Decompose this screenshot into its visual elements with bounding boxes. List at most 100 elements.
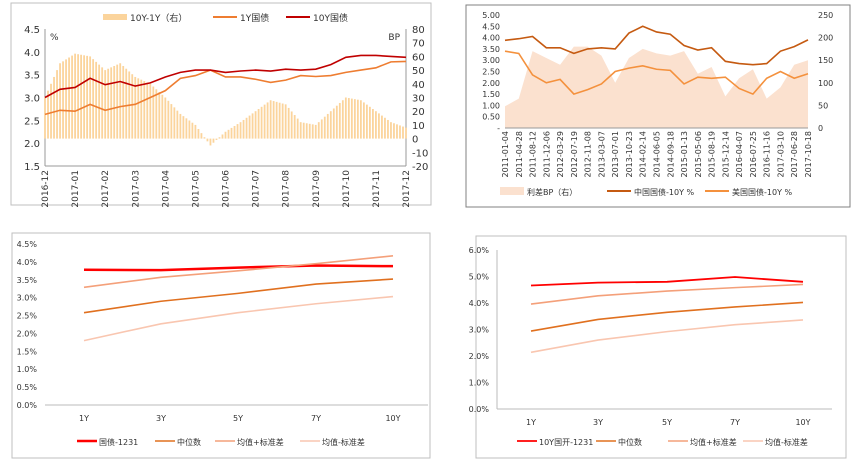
chart2-xtick: 2016-11-16 [763, 131, 772, 178]
chart1-spread-bar [188, 120, 191, 139]
chart1-spread-bar [206, 138, 209, 142]
chart4-xtick: 3Y [593, 418, 603, 427]
chart4-ytick: 5.0% [469, 273, 490, 282]
chart2-ytick-left: 1.00 [482, 101, 500, 110]
chart1-spread-bar [146, 82, 149, 139]
chart1-ytick-right: 70 [412, 39, 425, 50]
chart4-series-line [530, 276, 804, 287]
chart1-spread-bar [372, 109, 374, 139]
chart1-spread-bar [212, 138, 215, 143]
chart1-spread-bar [101, 67, 104, 139]
chart1-spread-bar [399, 125, 401, 139]
chart2-ytick-left: 0.50 [482, 113, 500, 122]
chart3-xtick: 7Y [311, 414, 321, 423]
chart1-spread-bar [161, 94, 164, 139]
chart2-xtick: 2011-01-04 [501, 131, 510, 178]
chart1-spread-bar [89, 56, 92, 139]
chart1-spread-bar [326, 113, 329, 139]
chart1-spread-bar [44, 97, 46, 139]
chart1-spread-bar [113, 65, 116, 139]
chart1-spread-bar [164, 97, 167, 139]
chart2-xtick: 2015-05-06 [694, 131, 703, 178]
chart1-ytick-right: 20 [412, 107, 425, 118]
chart1-ytick-left: 1.5 [24, 162, 40, 173]
chart1-xtick: 2017-09 [312, 170, 322, 208]
chart1-spread-bar [305, 123, 308, 139]
chart4-ytick: 6.0% [469, 246, 490, 255]
chart2-xtick: 2012-03-29 [556, 131, 565, 178]
chart2-xtick: 2017-10-18 [804, 131, 813, 178]
chart1-ytick-right: 40 [412, 80, 425, 91]
chart2-spread-area [505, 46, 808, 128]
chart2-ytick-right: 100 [818, 79, 833, 88]
chart1-spread-bar [302, 122, 305, 139]
chart2-ytick-left: 4.00 [482, 34, 500, 43]
chart1-right-unit: BP [388, 33, 400, 43]
chart1-spread-bar [104, 70, 107, 139]
chart1-spread-bar [375, 111, 377, 139]
chart1-spread-bar [269, 100, 272, 139]
chart2-ytick-left: 2.00 [482, 79, 500, 88]
chart1-xtick: 2017-02 [101, 170, 111, 208]
chart3-series-line [83, 264, 394, 272]
chart3-frame [11, 232, 431, 459]
chart2-xtick: 2011-08-12 [529, 131, 538, 178]
chart2-xtick: 2012-07-19 [570, 131, 579, 178]
chart1-spread-bar [179, 113, 182, 139]
chart1-spread-bar [176, 110, 179, 139]
chart1-left-unit: % [50, 33, 59, 43]
chart3-xtick: 5Y [233, 414, 243, 423]
chart1-ytick-left: 4.5 [24, 25, 40, 36]
chart1-spread-bar [119, 63, 122, 139]
chart1-spread-bar [381, 115, 383, 139]
chart1-spread-bar [122, 65, 125, 139]
chart1-spread-bar [402, 126, 404, 139]
chart1-xtick: 2017-11 [372, 170, 382, 208]
chart1-spread-bar [341, 100, 344, 139]
chart2-xtick: 2016-04-07 [735, 131, 744, 178]
chart3-ytick: 2.5% [17, 312, 38, 321]
chart4-legend-label: 10Y国开-1231 [539, 438, 593, 447]
chart3-xtick: 3Y [156, 414, 166, 423]
chart1-legend-label: 10Y-1Y（右） [130, 12, 187, 24]
chart1-spread-bar [68, 57, 70, 139]
chart1-spread-bar [185, 118, 188, 139]
chart1-spread-bar [149, 83, 152, 139]
chart1-spread-bar [218, 137, 221, 139]
chart2-xtick: 2012-11-08 [584, 131, 593, 178]
chart1-spread-bar [137, 78, 140, 139]
chart4-ytick: 4.0% [469, 299, 490, 308]
chart1-spread-bar [308, 123, 311, 139]
chart1-ytick-left: 4.0 [24, 48, 40, 59]
chart4-ytick: 2.0% [469, 352, 490, 361]
chart1-spread-bar [353, 99, 356, 139]
chart1-xtick: 2016-12 [41, 170, 51, 208]
chart1-legend-swatch [103, 14, 127, 20]
chart2-xtick: 2015-12-14 [721, 131, 730, 178]
chart1-spread-bar [245, 117, 248, 139]
chart3-ytick: 4.0% [17, 258, 38, 267]
chart1-ytick-right: 60 [412, 52, 425, 63]
chart1-spread-bar [107, 68, 110, 139]
chart2-frame [465, 4, 851, 208]
chart1-spread-bar [65, 59, 67, 139]
chart1-ytick-left: 2.5 [24, 116, 40, 127]
chart1-spread-bar [143, 81, 146, 139]
chart1-spread-bar [53, 76, 55, 139]
chart1-ytick-right: 80 [412, 25, 425, 36]
chart1-spread-bar [260, 106, 263, 139]
chart2-xtick: 2014-09-18 [666, 131, 675, 178]
chart1-spread-bar [155, 89, 158, 139]
chart2-legend-label: 利差BP（右） [527, 187, 577, 197]
chart2-ytick-left: 4.50 [482, 22, 500, 31]
chart3-ytick: 3.0% [17, 294, 38, 303]
chart4-frame [475, 235, 847, 459]
chart2-xtick: 2015-01-13 [680, 131, 689, 178]
chart1-frame [10, 2, 432, 206]
chart1-spread-bar [131, 74, 134, 139]
chart2-xtick: 2014-02-14 [639, 131, 648, 178]
chart1-spread-bar [281, 103, 284, 139]
chart3-series-line [83, 255, 394, 289]
chart1-spread-bar [396, 124, 398, 139]
chart1-spread-bar [227, 129, 230, 139]
